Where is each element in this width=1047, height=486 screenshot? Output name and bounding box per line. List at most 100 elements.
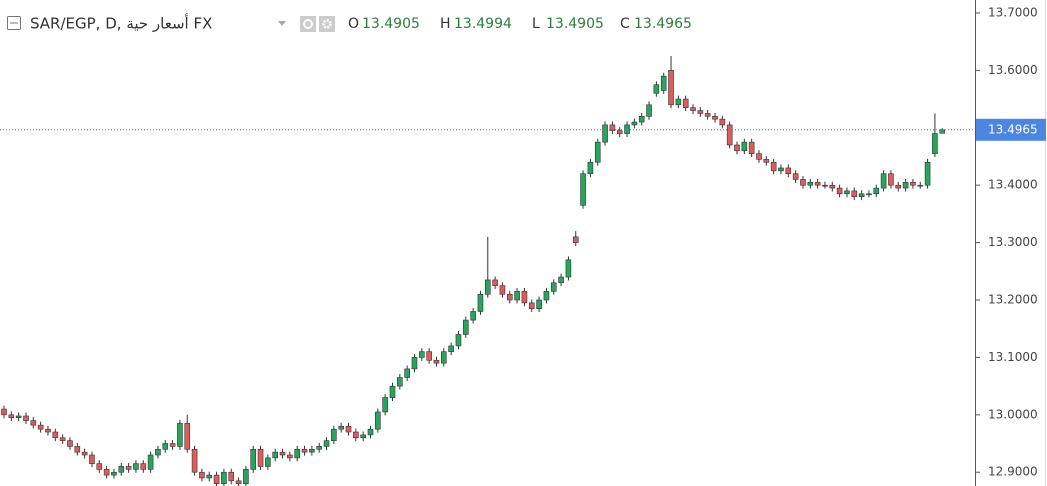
candle-body	[375, 411, 381, 430]
candle-body	[287, 454, 293, 459]
candle-body	[807, 182, 814, 186]
candle-body	[756, 153, 762, 160]
candle-body	[367, 428, 374, 436]
last-price-tag	[976, 118, 1046, 141]
candle-body	[873, 187, 880, 195]
candle-body	[594, 141, 601, 163]
candle-body	[8, 414, 15, 418]
candle-body	[462, 319, 469, 335]
candle-body	[895, 184, 902, 189]
candle-body	[206, 474, 213, 479]
candle-body	[1, 408, 7, 416]
candle-body	[550, 282, 557, 292]
candle-body	[397, 377, 403, 387]
candle-body	[155, 448, 161, 456]
y-tick-label: 13.4000	[988, 178, 1038, 192]
ohlc-key: L	[532, 16, 540, 32]
candle-body	[301, 448, 308, 453]
ohlc-key: C	[620, 16, 630, 32]
ohlc-value: 13.4905	[546, 16, 604, 32]
y-tick-label: 13.2000	[988, 293, 1038, 307]
candle-body	[199, 471, 205, 479]
candle-body	[59, 437, 66, 441]
candle-body	[880, 173, 887, 189]
ohlc-key: H	[440, 16, 451, 32]
candle-body	[45, 428, 51, 433]
candle-body	[96, 463, 103, 470]
candle-body	[448, 345, 454, 352]
candle-body	[455, 334, 462, 347]
candle-body	[653, 84, 660, 94]
candle-body	[37, 424, 44, 430]
candle-body	[382, 397, 388, 413]
candle-body	[191, 448, 198, 473]
candle-body	[235, 480, 242, 485]
ohlc-value: 13.4965	[634, 16, 692, 32]
candle-body	[294, 448, 301, 459]
candle-body	[316, 446, 322, 450]
candle-body	[257, 448, 264, 467]
candle-body	[89, 454, 95, 464]
candle-body	[499, 285, 506, 295]
candle-body	[624, 124, 630, 134]
settings-button[interactable]	[319, 16, 335, 32]
candle-body	[492, 279, 498, 286]
dropdown-arrow[interactable]	[278, 21, 286, 26]
candle-body	[690, 107, 696, 111]
candle-body	[866, 193, 872, 196]
candle-body	[932, 133, 938, 154]
candle-body	[389, 385, 396, 398]
candle-body	[675, 98, 682, 106]
candle-body	[338, 425, 344, 430]
candle-body	[602, 124, 608, 143]
candle-body	[184, 423, 191, 450]
candle-body	[521, 291, 528, 304]
candle-body	[800, 179, 806, 186]
candle-body	[228, 471, 235, 482]
last-price-label: 13.4965	[988, 122, 1038, 136]
candle-body	[419, 351, 425, 358]
candle-body	[778, 167, 784, 172]
candle-body	[477, 293, 484, 312]
candle-body	[360, 434, 366, 439]
gear-icon	[322, 19, 332, 29]
candle-body	[279, 451, 286, 456]
legend-header: SAR/EGP, D, أسعار حية FX O 13.4905 H 13.499…	[7, 14, 692, 33]
candle-body	[74, 446, 81, 453]
candle-body	[748, 141, 755, 154]
candle-body	[440, 351, 447, 364]
candle-body	[162, 443, 169, 450]
candle-body	[726, 124, 733, 146]
candle-body	[353, 431, 359, 439]
candle-body	[536, 299, 542, 309]
candle-body	[660, 75, 667, 91]
y-tick-label: 12.9000	[988, 465, 1038, 479]
candle-body	[792, 173, 799, 180]
candle-body	[331, 428, 337, 441]
candle-body	[52, 431, 59, 439]
candle-body	[565, 259, 572, 278]
ohlc-value: 13.4994	[454, 16, 512, 32]
candle-body	[470, 311, 476, 321]
visibility-button[interactable]	[300, 16, 316, 32]
candle-body	[528, 302, 535, 309]
candle-body	[125, 466, 132, 470]
candle-body	[844, 190, 850, 195]
candle-body	[609, 124, 616, 131]
candle-body	[411, 357, 418, 370]
candle-body	[118, 466, 125, 473]
candle-body	[858, 193, 865, 197]
candle-body	[712, 116, 718, 120]
candle-body	[939, 129, 946, 134]
candle-body	[558, 276, 564, 284]
candle-body	[668, 70, 674, 106]
candle-body	[433, 359, 440, 364]
candle-body	[631, 121, 638, 126]
candle-body	[103, 469, 110, 476]
candle-body	[616, 130, 623, 134]
candle-body	[265, 457, 271, 467]
candle-body	[770, 161, 777, 172]
candle-body	[426, 351, 432, 361]
candle-body	[323, 440, 330, 447]
